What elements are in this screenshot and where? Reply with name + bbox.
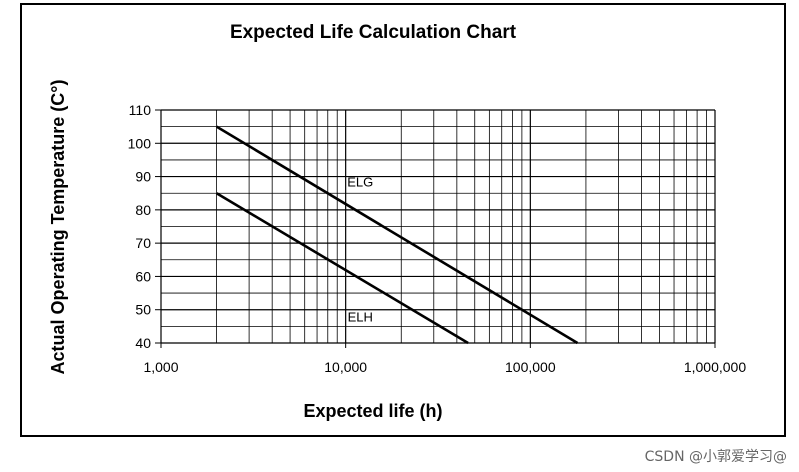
- series-line-elg: [215, 125, 579, 345]
- tick-labels: 40 50 60 70 80 90 100 110 1,000 10,000 100,000 1,00…: [128, 102, 747, 375]
- series-lines: ELG ELH: [215, 125, 579, 345]
- x-axis-title: Expected life (h): [303, 401, 442, 421]
- y-tick-label: 40: [135, 335, 151, 351]
- series-line-elh: [215, 192, 469, 345]
- x-tick-label: 100,000: [505, 359, 556, 375]
- y-tick-label: 60: [135, 268, 151, 284]
- y-axis-title: Actual Operating Temperature (C°): [48, 80, 68, 375]
- x-tick-label: 1,000: [143, 359, 178, 375]
- y-tick-label: 50: [135, 302, 151, 318]
- y-tick-label: 100: [128, 135, 152, 151]
- y-tick-label: 70: [135, 235, 151, 251]
- watermark: CSDN @小郭爱学习@: [644, 449, 787, 465]
- chart-frame: [20, 3, 786, 437]
- chart-title: Expected Life Calculation Chart: [230, 22, 517, 43]
- grid: [155, 109, 716, 348]
- series-label-elh: ELH: [348, 309, 373, 324]
- y-tick-label: 110: [129, 102, 152, 118]
- y-tick-label: 90: [135, 169, 151, 185]
- x-tick-label: 1,000,000: [684, 359, 746, 375]
- series-label-elg: ELG: [347, 175, 373, 190]
- x-tick-label: 10,000: [324, 359, 367, 375]
- y-tick-label: 80: [135, 202, 151, 218]
